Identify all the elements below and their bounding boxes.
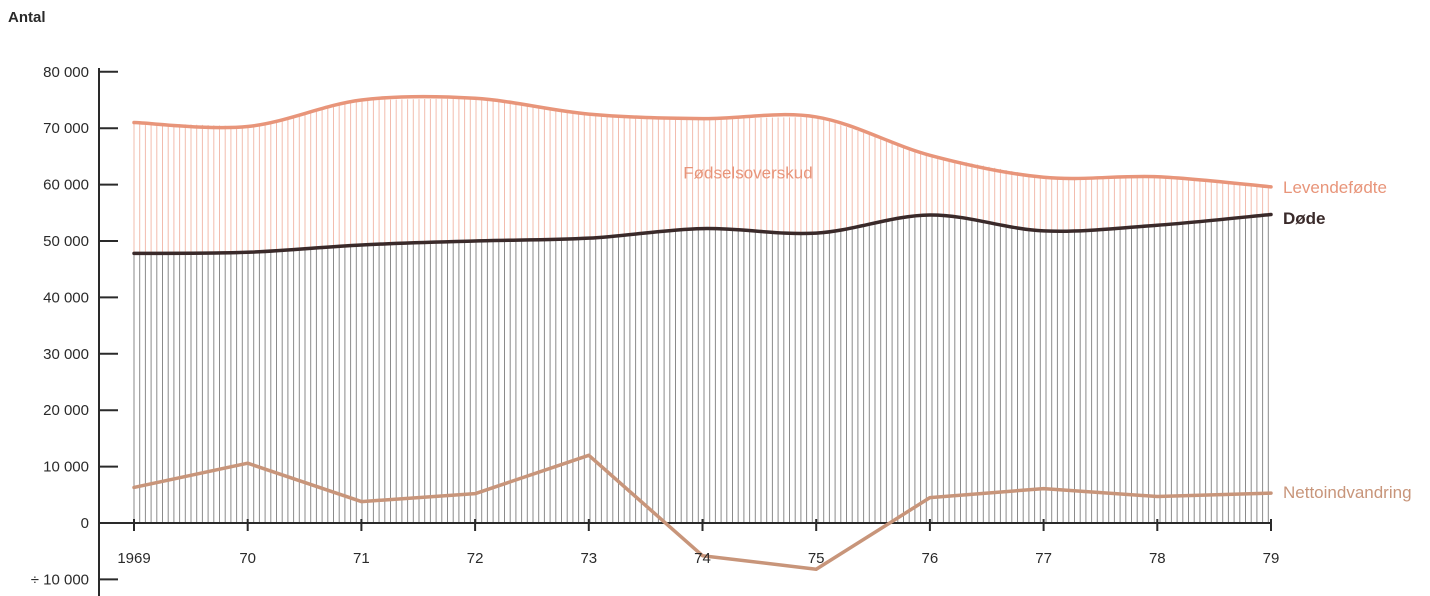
y-tick-label: 80 000 (43, 64, 89, 81)
series-line-0 (132, 94, 1273, 189)
x-tick-label: 76 (922, 550, 939, 567)
labels: 80 000 70 000 60 000 50 000 40 000 30 000 20 0… (8, 9, 1412, 588)
hatch-fill (133, 98, 1269, 523)
y-tick-label: ÷ 10 000 (31, 571, 89, 588)
x-tick-label: 73 (580, 550, 597, 567)
x-tick-label: 70 (239, 550, 256, 567)
series-line-2 (132, 453, 1273, 571)
x-tick-label: 79 (1263, 550, 1280, 567)
y-tick-label: 30 000 (43, 346, 89, 363)
y-axis-title: Antal (8, 9, 46, 26)
axes (98, 68, 1272, 596)
x-tick-label: 74 (694, 550, 711, 567)
series-lines (132, 94, 1273, 571)
series-label-1: Døde (1283, 209, 1326, 228)
y-tick-label: 70 000 (43, 120, 89, 137)
x-tick-label: 72 (467, 550, 484, 567)
y-tick-label: 40 000 (43, 289, 89, 306)
series-line-1 (132, 212, 1273, 256)
series-label-0: Levendefødte (1283, 178, 1387, 197)
y-tick-label: 20 000 (43, 402, 89, 419)
series-label-2: Nettoindvandring (1283, 483, 1412, 502)
x-tick-label: 78 (1149, 550, 1166, 567)
x-tick-label: 75 (808, 550, 825, 567)
y-tick-label: 10 000 (43, 459, 89, 476)
x-tick-label: 71 (353, 550, 370, 567)
annotation-label: Fødselsoverskud (683, 163, 812, 182)
y-tick-label: 0 (81, 515, 89, 532)
x-tick-label: 77 (1035, 550, 1052, 567)
x-tick-label: 1969 (117, 550, 150, 567)
y-tick-label: 60 000 (43, 177, 89, 194)
y-tick-label: 50 000 (43, 233, 89, 250)
